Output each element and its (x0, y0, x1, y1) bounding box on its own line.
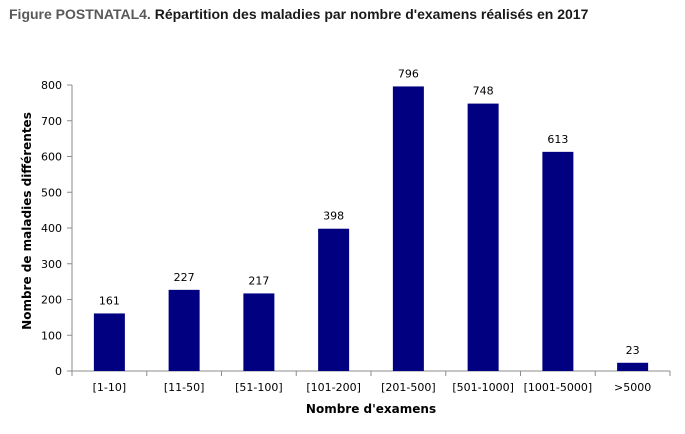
data-label: 227 (174, 271, 195, 284)
bar (542, 151, 574, 371)
data-label: 161 (99, 294, 120, 307)
x-tick-label: [501-1000] (452, 381, 514, 394)
bar (93, 313, 125, 371)
bar (392, 86, 424, 372)
data-labels: 161 227 217 398 796 748 613 23 (99, 67, 640, 356)
y-axis: 0 100 200 300 400 500 600 700 800 (41, 79, 73, 378)
data-label: 398 (323, 210, 344, 223)
x-tick-label: >5000 (614, 381, 651, 394)
bar (617, 362, 649, 371)
bar (318, 228, 350, 371)
y-tick-label: 700 (41, 115, 62, 128)
y-tick-label: 100 (41, 329, 62, 342)
x-tick-label: [51-100] (235, 381, 283, 394)
figure-title-prefix: Figure POSTNATAL4. (9, 6, 151, 22)
data-label: 23 (626, 344, 640, 357)
x-axis: [1-10] [11-50] [51-100] [101-200] [201-500] [… (71, 370, 671, 394)
x-tick-label: [1-10] (93, 381, 127, 394)
bar (168, 289, 200, 371)
y-tick-label: 200 (41, 294, 62, 307)
data-label: 748 (473, 85, 494, 98)
x-tick-label: [1001-5000] (524, 381, 593, 394)
y-tick-label: 500 (41, 186, 62, 199)
figure-title: Figure POSTNATAL4. Répartition des malad… (9, 6, 588, 22)
data-label: 613 (547, 133, 568, 146)
y-tick-label: 300 (41, 258, 62, 271)
data-label: 217 (248, 274, 269, 287)
bar (467, 103, 499, 371)
y-tick-label: 800 (41, 79, 62, 92)
y-tick-label: 0 (55, 365, 62, 378)
x-tick-label: [101-200] (306, 381, 361, 394)
y-axis-title: Nombre de maladies différentes (20, 112, 34, 330)
y-tick-label: 600 (41, 151, 62, 164)
bar (243, 293, 275, 371)
y-tick-label: 400 (41, 222, 62, 235)
data-label: 796 (398, 67, 419, 80)
x-tick-label: [11-50] (164, 381, 205, 394)
bars (93, 86, 649, 372)
x-tick-label: [201-500] (381, 381, 436, 394)
figure-title-text: Répartition des maladies par nombre d'ex… (154, 6, 589, 22)
x-axis-title: Nombre d'examens (306, 402, 436, 416)
